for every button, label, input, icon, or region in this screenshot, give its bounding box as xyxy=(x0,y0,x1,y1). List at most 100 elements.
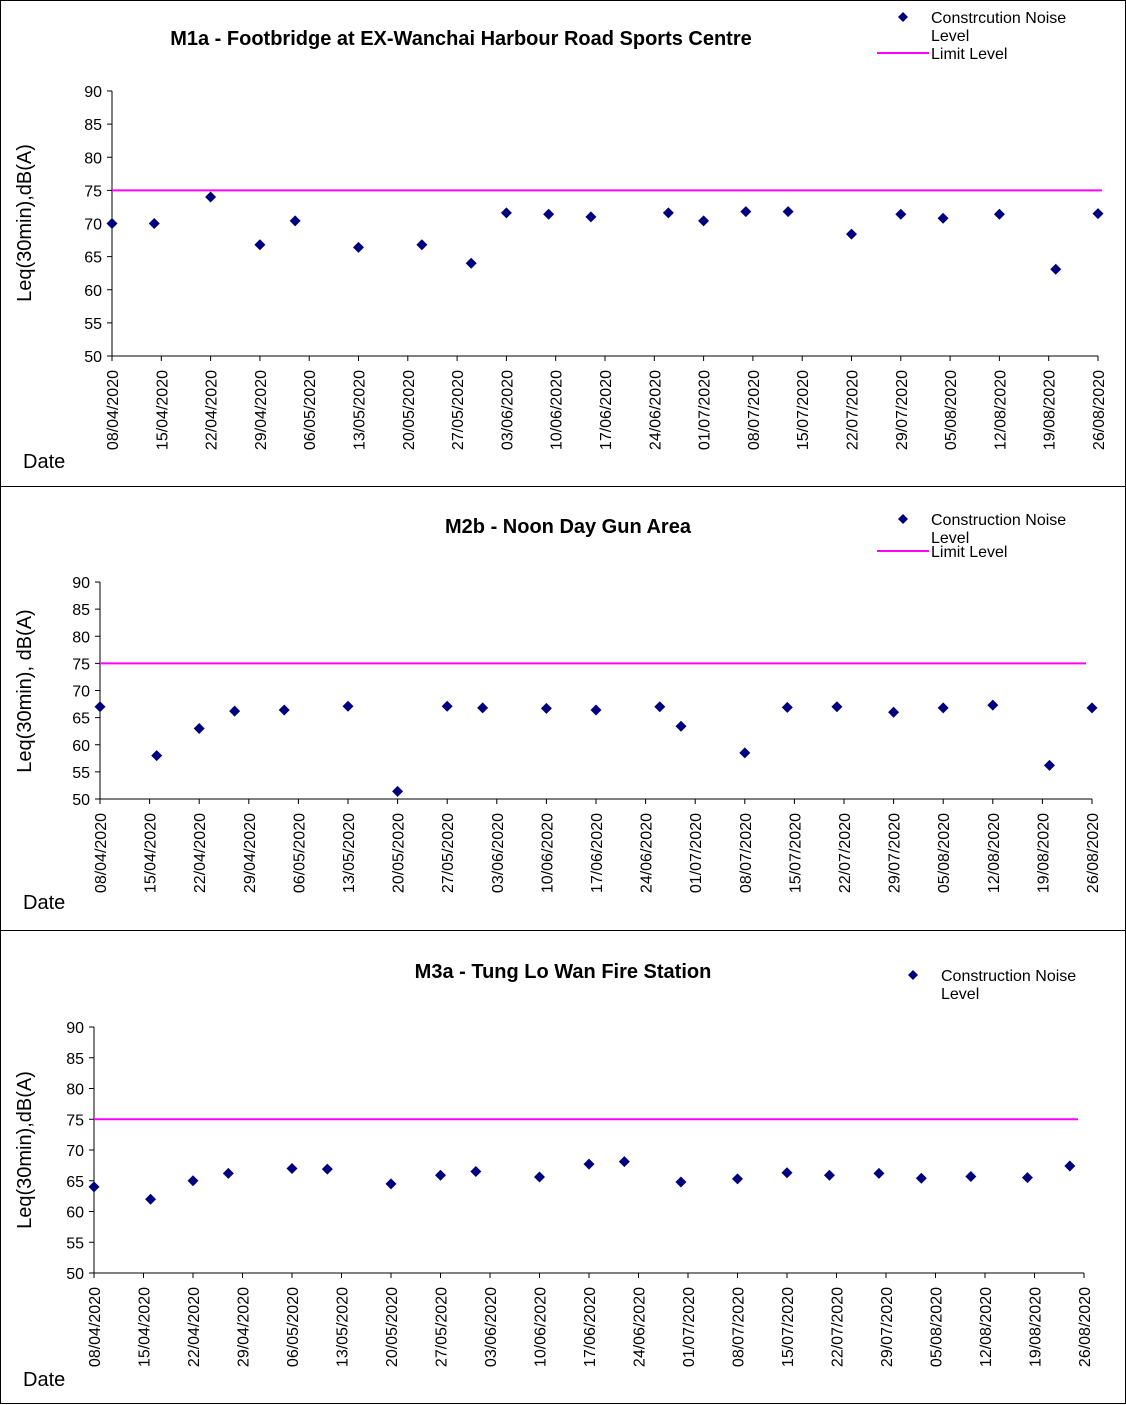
y-tick-label: 50 xyxy=(72,792,90,809)
x-tick-label: 20/05/2020 xyxy=(401,370,418,450)
data-point xyxy=(88,1181,100,1193)
x-tick-label: 05/08/2020 xyxy=(929,1287,946,1367)
x-tick-label: 29/07/2020 xyxy=(887,813,904,893)
legend-marker xyxy=(898,514,908,524)
chart-m2b: M2b - Noon Day Gun Area 50 55 60 65 70 75 80 85 9… xyxy=(14,512,1102,914)
x-tick-label: 06/05/2020 xyxy=(302,370,319,450)
data-point xyxy=(534,1171,545,1183)
legend-marker xyxy=(898,12,908,22)
data-point xyxy=(1050,263,1062,275)
data-point xyxy=(289,215,301,227)
data-point xyxy=(321,1163,333,1175)
x-tick-label: 03/06/2020 xyxy=(499,370,516,450)
legend-marker xyxy=(908,970,918,980)
data-point xyxy=(873,1167,885,1179)
x-tick-label: 15/07/2020 xyxy=(780,1287,797,1367)
data-point xyxy=(585,211,597,223)
x-tick-label: 19/08/2020 xyxy=(1042,370,1059,450)
data-point xyxy=(151,750,163,762)
data-point xyxy=(662,207,674,219)
data-point xyxy=(540,702,552,714)
y-tick-label: 70 xyxy=(72,684,90,701)
x-tick-label: 19/08/2020 xyxy=(1028,1287,1045,1367)
legend-label: Limit Level xyxy=(931,544,1007,561)
data-point xyxy=(500,207,512,219)
y-tick-label: 65 xyxy=(84,250,102,267)
data-point xyxy=(435,1169,446,1181)
chart-m3a: M3a - Tung Lo Wan Fire Station 50 55 60 65 70… xyxy=(14,961,1094,1391)
y-axis-label: Leq(30min), dB(A) xyxy=(14,609,36,772)
x-tick-label: 15/07/2020 xyxy=(795,370,812,450)
x-tick-label: 29/07/2020 xyxy=(879,1287,896,1367)
x-tick-label: 22/04/2020 xyxy=(192,813,209,893)
data-point xyxy=(831,701,843,713)
data-point xyxy=(254,239,266,251)
x-tick-label: 01/07/2020 xyxy=(681,1287,698,1367)
data-point xyxy=(739,747,751,759)
x-tick-label: 27/05/2020 xyxy=(450,370,467,450)
y-axis-label: Leq(30min),dB(A) xyxy=(14,1071,36,1229)
data-point xyxy=(94,701,106,713)
y-tick-label: 90 xyxy=(66,1020,84,1037)
y-tick-label: 60 xyxy=(66,1205,84,1222)
x-tick-label: 26/08/2020 xyxy=(1077,1287,1094,1367)
data-point xyxy=(286,1162,298,1174)
chart-m1a: M1a - Footbridge at EX-Wanchai Harbour R… xyxy=(14,10,1108,473)
chart-panel-m2b: M2b - Noon Day Gun Area 50 55 60 65 70 75 80 85 9… xyxy=(0,486,1126,931)
x-tick-label: 29/04/2020 xyxy=(242,813,259,893)
chart-title: M3a - Tung Lo Wan Fire Station xyxy=(415,961,712,983)
data-point xyxy=(781,1167,793,1179)
data-point xyxy=(846,228,857,240)
x-tick-label: 17/06/2020 xyxy=(582,1287,599,1367)
data-point xyxy=(675,1176,687,1188)
data-point xyxy=(781,701,793,713)
x-axis-label: Date xyxy=(23,451,65,473)
data-point xyxy=(993,208,1005,220)
data-point xyxy=(353,241,364,253)
x-tick-label: 10/06/2020 xyxy=(533,1287,550,1367)
data-point xyxy=(229,705,241,717)
x-tick-label: 03/06/2020 xyxy=(483,1287,500,1367)
data-point xyxy=(222,1167,234,1179)
data-point xyxy=(148,218,160,229)
y-tick-label: 70 xyxy=(66,1143,84,1160)
x-tick-label: 29/04/2020 xyxy=(236,1287,253,1367)
legend-label: Construction Noise Level xyxy=(931,512,1066,547)
x-tick-label: 24/06/2020 xyxy=(639,813,656,893)
chart-title: M1a - Footbridge at EX-Wanchai Harbour R… xyxy=(170,28,752,50)
data-point xyxy=(937,702,949,714)
x-tick-label: 17/06/2020 xyxy=(589,813,606,893)
x-tick-label: 15/04/2020 xyxy=(143,813,160,893)
y-tick-label: 80 xyxy=(84,150,102,167)
y-tick-label: 90 xyxy=(72,575,90,592)
x-tick-label: 08/07/2020 xyxy=(738,813,755,893)
x-tick-label: 13/05/2020 xyxy=(341,813,358,893)
x-tick-label: 05/08/2020 xyxy=(943,370,960,450)
x-tick-label: 15/07/2020 xyxy=(787,813,804,893)
data-point xyxy=(965,1170,977,1182)
data-point xyxy=(465,257,477,269)
data-point xyxy=(782,206,794,218)
x-tick-label: 05/08/2020 xyxy=(936,813,953,893)
x-tick-label: 13/05/2020 xyxy=(352,370,369,450)
y-tick-label: 70 xyxy=(84,217,102,234)
data-point xyxy=(385,1178,397,1190)
x-tick-label: 29/04/2020 xyxy=(253,370,270,450)
data-point xyxy=(987,699,999,711)
x-tick-label: 15/04/2020 xyxy=(137,1287,154,1367)
x-tick-label: 26/08/2020 xyxy=(1085,813,1102,893)
data-point xyxy=(145,1193,157,1205)
x-tick-label: 19/08/2020 xyxy=(1035,813,1052,893)
x-tick-label: 08/04/2020 xyxy=(105,370,122,450)
data-point xyxy=(1086,702,1098,714)
x-tick-label: 20/05/2020 xyxy=(384,1287,401,1367)
y-tick-label: 60 xyxy=(84,283,102,300)
y-tick-label: 80 xyxy=(66,1082,84,1099)
chart-body: M2b - Noon Day Gun Area 50 55 60 65 70 75 80 85 9… xyxy=(14,512,1102,914)
data-point xyxy=(895,208,907,220)
y-tick-label: 75 xyxy=(72,656,90,673)
data-point xyxy=(823,1169,835,1181)
y-tick-label: 55 xyxy=(84,316,102,333)
x-axis-label: Date xyxy=(23,892,65,914)
data-point xyxy=(675,720,687,732)
